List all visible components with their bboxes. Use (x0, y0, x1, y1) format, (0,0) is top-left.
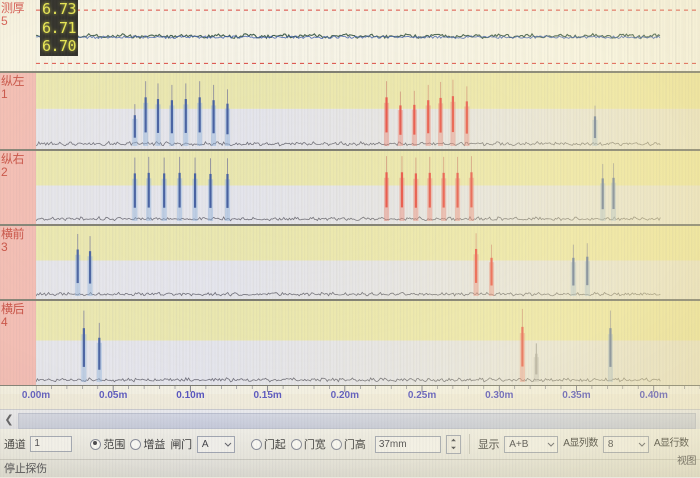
channel-label-number: 4 (1, 315, 8, 329)
channel-plot-thickness[interactable] (36, 0, 700, 71)
channel-label-number: 1 (1, 87, 8, 101)
display-select[interactable]: A+B (504, 435, 559, 453)
channel-lane-thickness[interactable]: 测厚 5 (0, 0, 700, 72)
channel-lane-longitudinal-left[interactable]: 纵左 1 (0, 72, 700, 150)
gate-field-label: 闸门 (170, 439, 192, 451)
a-display-columns-label: A显列数 (563, 439, 598, 449)
channel-label-name: 测厚 (1, 1, 25, 15)
channel-plot-transverse-rear[interactable] (36, 301, 700, 385)
chevron-down-icon (638, 442, 646, 447)
a-display-columns-select[interactable]: 8 (602, 435, 649, 453)
channel-field-label: 通道 (4, 439, 26, 451)
channel-label-longitudinal-left: 纵左 1 (0, 73, 36, 149)
readout-value-2: 6.71 (41, 18, 77, 37)
gate-start-radio-dot[interactable] (250, 438, 262, 450)
gain-radio-dot[interactable] (130, 438, 142, 450)
gate-start-radio-label: 门起 (263, 439, 286, 451)
axis-tick-label: 0.30m (485, 390, 514, 401)
channel-label-number: 5 (1, 14, 8, 28)
channel-label-name: 横前 (1, 227, 25, 241)
gate-width-radio[interactable]: 门宽 (290, 436, 326, 452)
range-radio-label: 范围 (103, 439, 126, 451)
control-toolbar[interactable]: 通道 范围 增益 闸门 A 门起 门宽 门高 (0, 429, 700, 459)
channel-label-number: 3 (1, 240, 8, 254)
display-select-value: A+B (509, 438, 529, 450)
channel-lane-transverse-rear[interactable]: 横后 4 (0, 300, 700, 386)
channel-label-transverse-rear: 横后 4 (0, 301, 36, 385)
channel-label-name: 纵右 (1, 152, 25, 166)
stepper-up-icon[interactable] (447, 436, 460, 445)
axis-tick-label: 0.35m (562, 390, 591, 401)
gate-select[interactable]: A (196, 435, 235, 453)
readout-value-3: 6.70 (41, 37, 77, 56)
view-label: 视图 (677, 456, 697, 467)
gate-width-radio-dot[interactable] (290, 438, 302, 450)
chart-area: 测厚 5 6.73 6.71 6.70 纵左 1 纵右 (0, 0, 700, 401)
stepper-down-icon[interactable] (447, 444, 460, 453)
channel-plot-longitudinal-left[interactable] (36, 73, 700, 149)
axis-tick-label: 0.15m (253, 390, 282, 401)
gate-height-radio[interactable]: 门高 (330, 436, 366, 452)
axis-tick-label: 0.00m (21, 390, 51, 401)
scroll-left-icon[interactable]: ❮ (4, 414, 14, 426)
axis-tick-label: 0.40m (639, 390, 668, 401)
channel-label-name: 纵左 (1, 74, 25, 88)
a-display-rows-label-line1: A显行数 (653, 438, 689, 449)
axis-tickmarks (36, 386, 700, 392)
display-field-label: 显示 (477, 439, 500, 451)
gate-height-radio-label: 门高 (343, 439, 366, 451)
channel-plot-longitudinal-right[interactable] (36, 151, 700, 224)
channel-input[interactable] (30, 436, 73, 452)
range-radio[interactable]: 范围 (90, 436, 125, 452)
gate-height-radio-dot[interactable] (330, 438, 342, 450)
channel-label-transverse-front: 横前 3 (0, 226, 36, 299)
a-display-columns-value: 8 (607, 438, 614, 450)
channel-label-thickness: 测厚 5 (0, 0, 36, 71)
axis-tick-label: 0.10m (176, 390, 205, 401)
channel-label-longitudinal-right: 纵右 2 (0, 151, 36, 224)
status-bar: 停止探伤 (0, 459, 700, 477)
channel-label-number: 2 (1, 165, 8, 179)
status-text: 停止探伤 (4, 462, 47, 475)
gain-radio-label: 增益 (143, 439, 166, 451)
gate-width-radio-label: 门宽 (303, 439, 326, 451)
gate-select-value: A (201, 438, 209, 450)
chevron-down-icon (547, 442, 555, 447)
thickness-readout-panel: 6.73 6.71 6.70 (40, 0, 78, 56)
channel-lane-transverse-front[interactable]: 横前 3 (0, 225, 700, 300)
toolbar-divider (468, 434, 470, 454)
readout-value-1: 6.73 (41, 0, 77, 18)
gate-height-stepper[interactable] (445, 434, 461, 454)
channel-label-name: 横后 (1, 302, 25, 316)
scrollbar-thumb[interactable] (18, 413, 696, 429)
gain-radio[interactable]: 增益 (130, 436, 165, 452)
horizontal-scrollbar[interactable]: ❮ (0, 409, 700, 430)
a-display-rows-label: A显行数 (654, 439, 689, 449)
range-radio-dot[interactable] (90, 438, 102, 450)
gate-height-input[interactable] (374, 435, 441, 453)
chevron-down-icon (224, 442, 232, 447)
channel-plot-transverse-front[interactable] (36, 226, 700, 299)
x-axis: 0.00m 0.05m 0.10m 0.15m 0.20m 0.25m 0.30m 0.35m… (22, 386, 700, 408)
a-display-columns-label-line1: A显列数 (563, 438, 598, 449)
channel-lane-longitudinal-right[interactable]: 纵右 2 (0, 150, 700, 225)
axis-tick-label: 0.20m (330, 390, 360, 401)
axis-tick-label: 0.25m (407, 390, 437, 401)
gate-start-radio[interactable]: 门起 (250, 436, 286, 452)
axis-tick-label: 0.05m (99, 390, 128, 401)
